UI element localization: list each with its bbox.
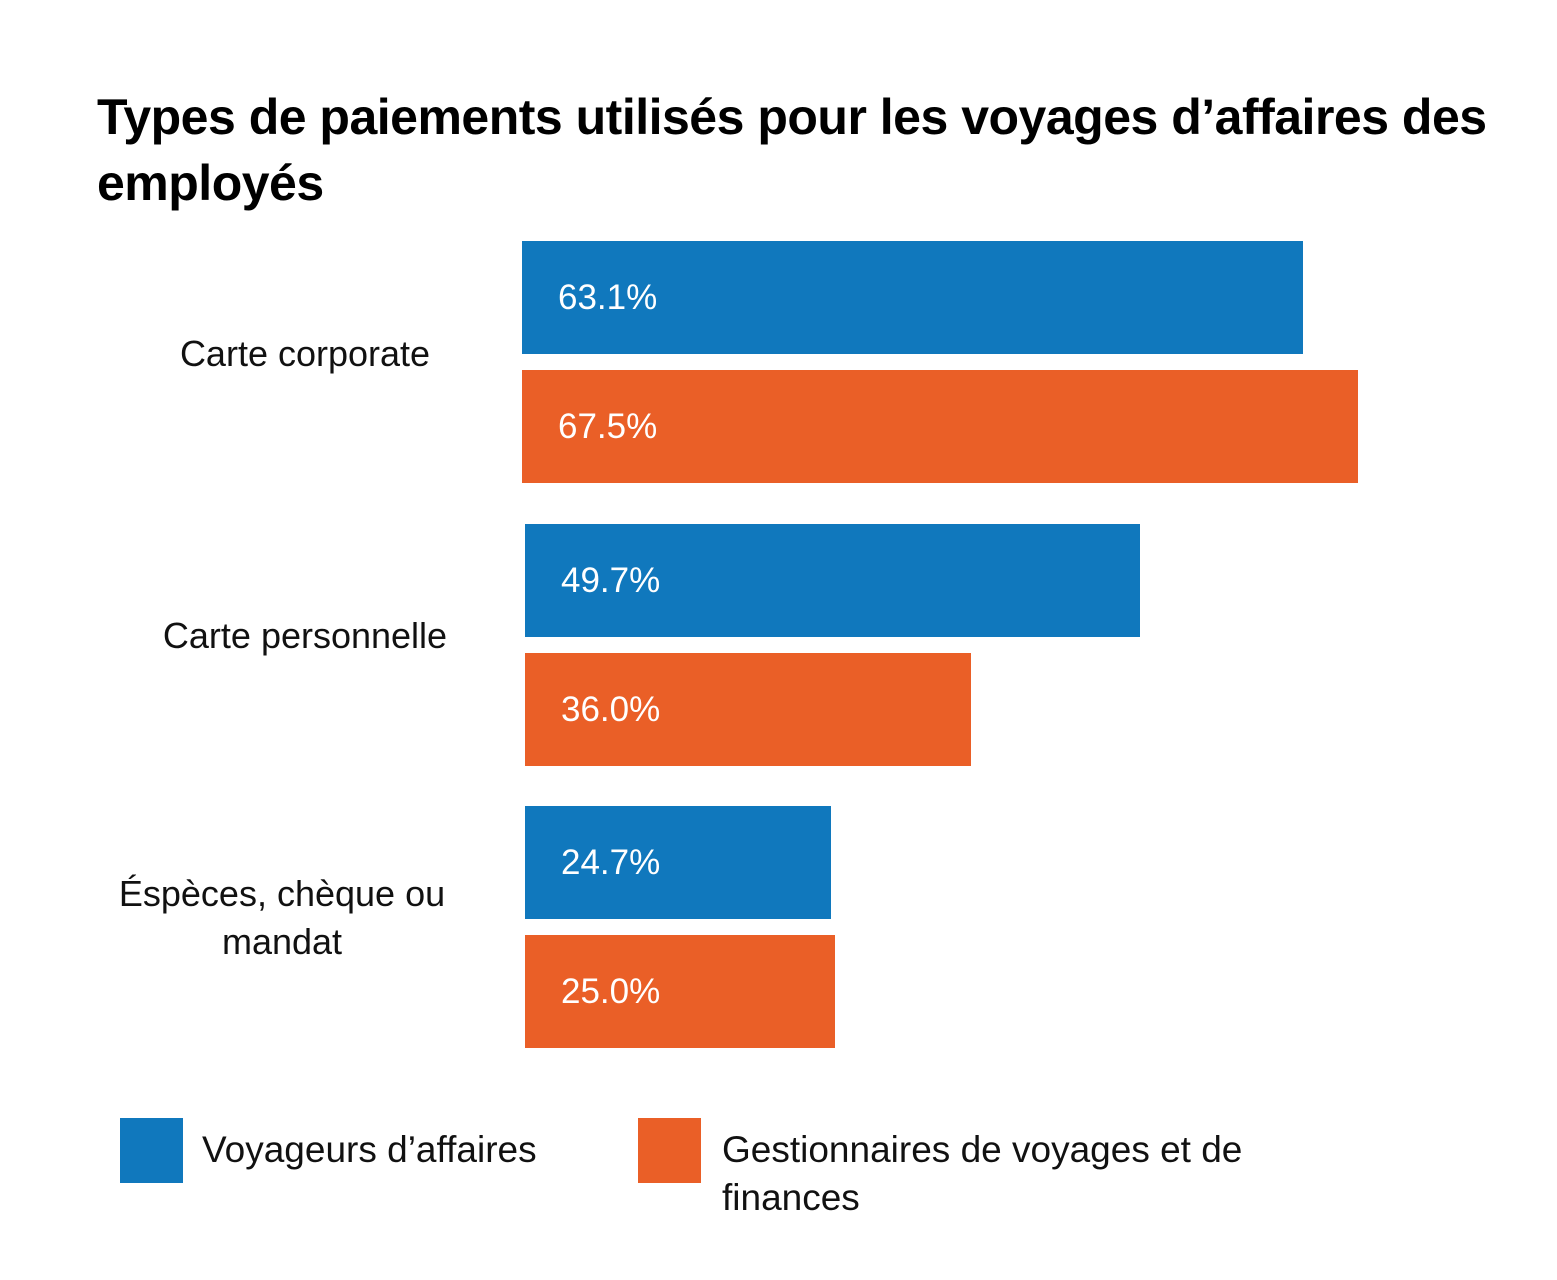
data-label: 24.7% <box>561 843 661 882</box>
chart-title: Types de paiements utilisés pour les voy… <box>97 89 1487 211</box>
category-label: Éspèces, chèque ou mandat <box>118 873 446 962</box>
data-label: 36.0% <box>561 690 661 729</box>
legend-label: Gestionnaires de voyages et de finances <box>722 1129 1243 1218</box>
bar-voyageurs <box>525 524 1140 637</box>
category-label: Carte personnelle <box>162 615 448 656</box>
legend-swatch <box>120 1118 183 1183</box>
bar-voyageurs <box>522 241 1303 354</box>
bar-gestionnaires <box>525 935 835 1048</box>
bar-gestionnaires <box>522 370 1358 483</box>
data-label: 63.1% <box>558 278 658 317</box>
data-label: 25.0% <box>561 972 661 1011</box>
legend-label: Voyageurs d’affaires <box>202 1129 537 1170</box>
bar-gestionnaires <box>525 653 971 766</box>
data-label: 67.5% <box>558 407 658 446</box>
legend-swatch <box>638 1118 701 1183</box>
data-label: 49.7% <box>561 561 661 600</box>
bar-voyageurs <box>525 806 831 919</box>
category-label: Carte corporate <box>179 333 431 374</box>
